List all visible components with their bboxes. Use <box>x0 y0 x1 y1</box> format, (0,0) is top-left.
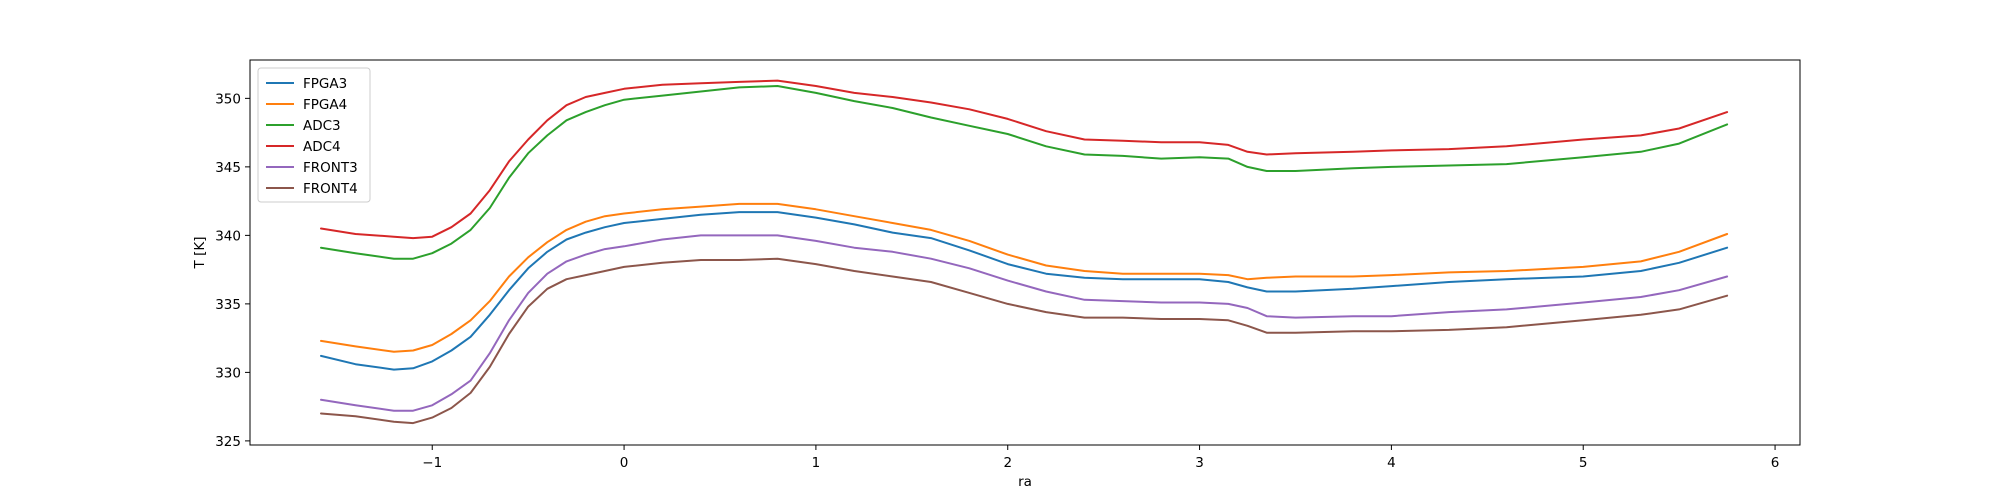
y-tick-label: 325 <box>215 434 241 450</box>
x-axis-ticks: −1 0 1 2 3 4 5 6 <box>422 445 1779 471</box>
series-line-fpga4 <box>320 202 1729 353</box>
y-axis-label: T [K] <box>192 237 208 270</box>
x-tick-label: 6 <box>1771 455 1780 471</box>
y-axis-ticks: 325 330 335 340 345 350 <box>215 91 250 450</box>
legend-label-fpga4: FPGA4 <box>303 97 347 113</box>
x-tick-label: 5 <box>1579 455 1588 471</box>
plot-area <box>250 60 1800 445</box>
series-line-fpga3 <box>320 211 1729 371</box>
y-tick-label: 330 <box>215 365 241 381</box>
x-tick-label: −1 <box>422 455 442 471</box>
x-axis-label: ra <box>1018 474 1032 490</box>
plot-frame <box>249 59 1801 446</box>
legend-label-fpga3: FPGA3 <box>303 76 347 92</box>
series-line-adc3 <box>320 85 1729 260</box>
y-tick-label: 340 <box>215 228 241 244</box>
x-tick-label: 3 <box>1195 455 1204 471</box>
legend: FPGA3 FPGA4 ADC3 ADC4 FRONT3 FRONT4 <box>257 67 371 203</box>
x-tick-label: 0 <box>620 455 629 471</box>
legend-label-front4: FRONT4 <box>303 181 358 197</box>
series-line-front3 <box>320 234 1729 412</box>
legend-label-front3: FRONT3 <box>303 160 358 176</box>
y-tick-label: 350 <box>215 91 241 107</box>
x-tick-label: 1 <box>812 455 821 471</box>
series-line-front4 <box>320 257 1729 425</box>
legend-box <box>257 67 371 203</box>
y-tick-label: 345 <box>215 160 241 176</box>
legend-label-adc3: ADC3 <box>303 118 341 134</box>
x-tick-label: 2 <box>1003 455 1012 471</box>
y-tick-label: 335 <box>215 297 241 313</box>
series-layer <box>320 79 1729 425</box>
series-line-adc4 <box>320 79 1729 240</box>
x-tick-label: 4 <box>1387 455 1396 471</box>
legend-label-adc4: ADC4 <box>303 139 341 155</box>
